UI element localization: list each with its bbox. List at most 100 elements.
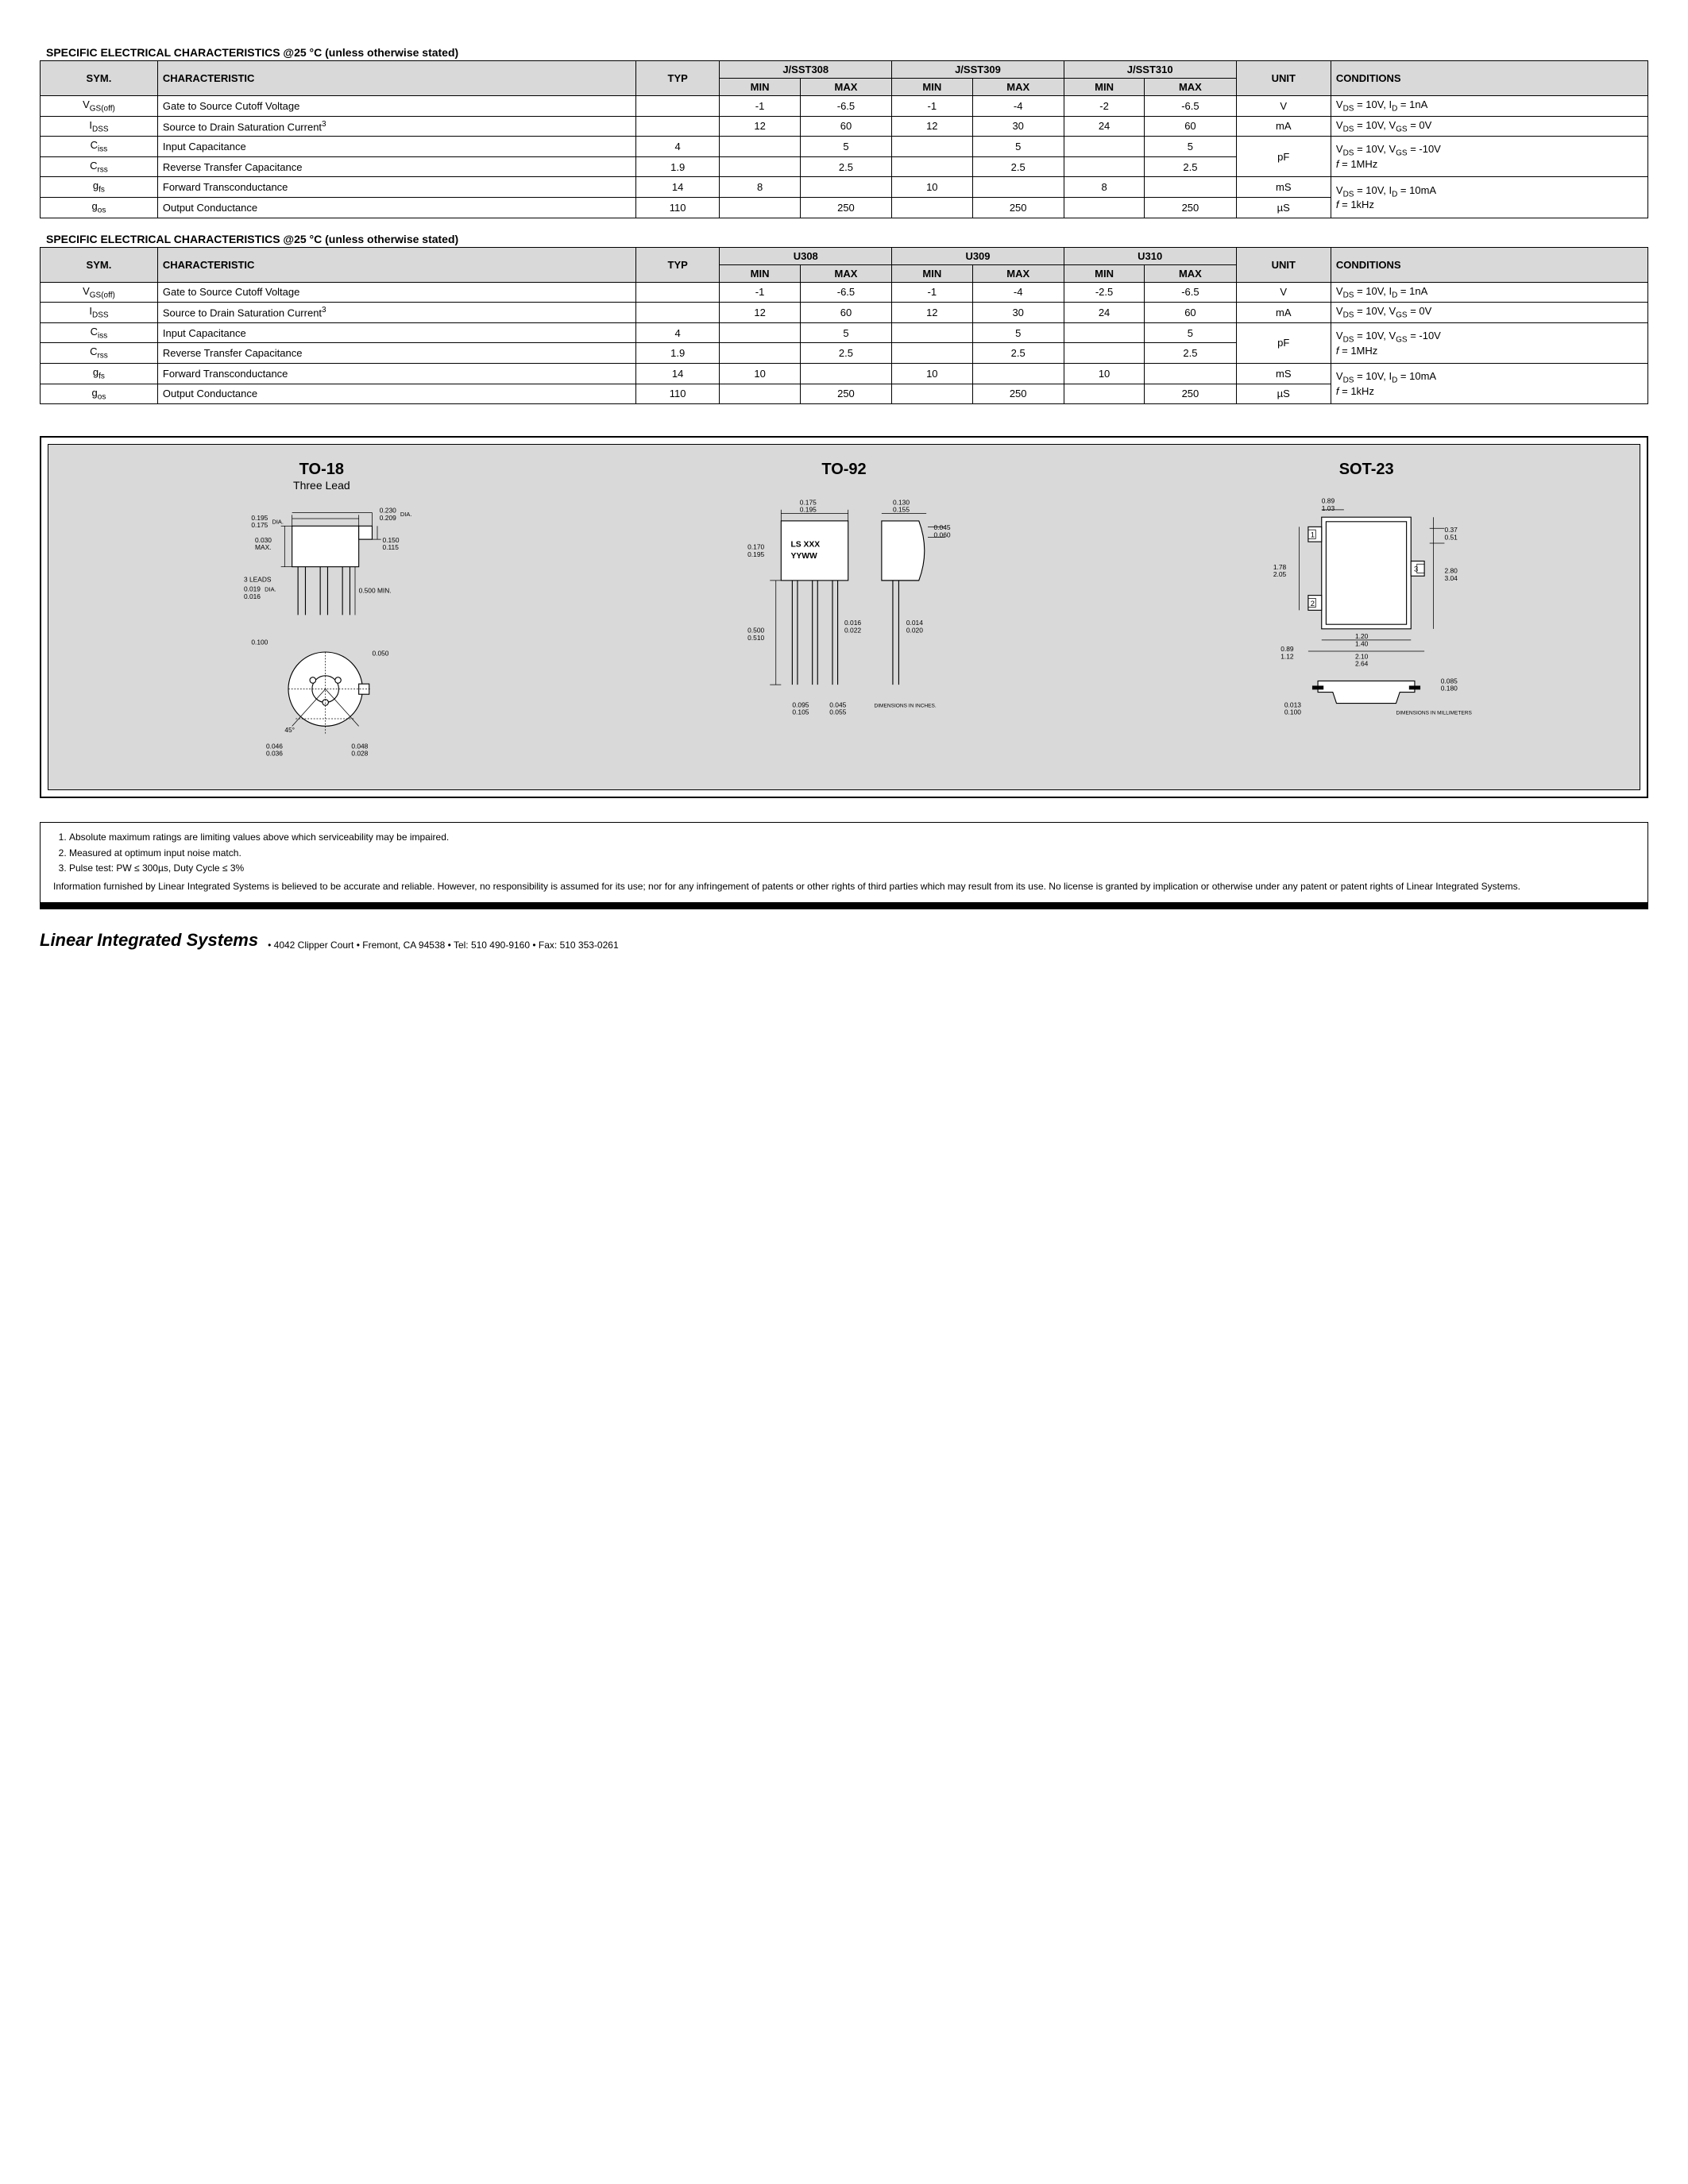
table-row: IDSSSource to Drain Saturation Current31… (41, 116, 1648, 137)
footer-bar (40, 903, 1648, 909)
th-p2: U309 (892, 247, 1064, 264)
svg-text:2.64: 2.64 (1355, 660, 1369, 668)
svg-text:2: 2 (1311, 600, 1315, 608)
th-sym: SYM. (41, 61, 158, 96)
th-max: MAX (800, 79, 891, 96)
svg-text:3: 3 (1414, 565, 1418, 573)
svg-text:0.195: 0.195 (747, 550, 764, 558)
table1-title: SPECIFIC ELECTRICAL CHARACTERISTICS @25 … (46, 46, 1648, 59)
th-min: MIN (720, 79, 800, 96)
th-typ: TYP (635, 247, 719, 282)
table-row: VGS(off)Gate to Source Cutoff Voltage-1-… (41, 282, 1648, 303)
package-inner: TO-18 Three Lead (48, 444, 1640, 790)
table-row: CissInput Capacitance4555pFVDS = 10V, VG… (41, 137, 1648, 157)
svg-text:0.022: 0.022 (844, 627, 861, 635)
company-name: Linear Integrated Systems (40, 930, 258, 951)
svg-text:YYWW: YYWW (790, 552, 817, 561)
th-min: MIN (1064, 79, 1144, 96)
th-typ: TYP (635, 61, 719, 96)
svg-text:1.03: 1.03 (1322, 504, 1335, 512)
th-p2: J/SST309 (892, 61, 1064, 79)
package-outline-box: TO-18 Three Lead (40, 436, 1648, 798)
th-max: MAX (1145, 264, 1236, 282)
svg-text:45°: 45° (284, 726, 295, 734)
table-row: gfsForward Transconductance148108mSVDS =… (41, 177, 1648, 198)
svg-text:1.40: 1.40 (1355, 640, 1369, 648)
svg-text:0.180: 0.180 (1441, 685, 1458, 693)
svg-text:0.105: 0.105 (792, 708, 809, 716)
pkg-sot23: SOT-23 (1109, 461, 1624, 754)
th-unit: UNIT (1236, 247, 1331, 282)
table-row: IDSSSource to Drain Saturation Current31… (41, 303, 1648, 323)
svg-text:0.055: 0.055 (829, 708, 846, 716)
svg-text:0.016: 0.016 (244, 592, 261, 600)
th-p1: U308 (720, 247, 892, 264)
table1: SYM. CHARACTERISTIC TYP J/SST308 J/SST30… (40, 60, 1648, 218)
svg-text:0.209: 0.209 (380, 514, 396, 522)
svg-text:3 LEADS: 3 LEADS (244, 575, 272, 583)
pkg-sot23-title: SOT-23 (1109, 461, 1624, 479)
th-max: MAX (972, 79, 1064, 96)
sot23-drawing: 0.89 1.03 0.37 0.51 1.78 2.05 2.80 3.04 … (1247, 484, 1485, 752)
svg-text:DIMENSIONS IN INCHES.: DIMENSIONS IN INCHES. (874, 703, 936, 708)
svg-text:0.51: 0.51 (1445, 533, 1458, 541)
pkg-to92-title: TO-92 (587, 461, 1102, 479)
th-p1: J/SST308 (720, 61, 892, 79)
table-row: VGS(off)Gate to Source Cutoff Voltage-1-… (41, 96, 1648, 117)
disclaimer: Information furnished by Linear Integrat… (53, 880, 1635, 893)
table2-title: SPECIFIC ELECTRICAL CHARACTERISTICS @25 … (46, 233, 1648, 245)
svg-text:DIA.: DIA. (272, 519, 284, 526)
svg-text:DIA.: DIA. (400, 511, 412, 518)
svg-text:0.100: 0.100 (1284, 708, 1301, 716)
table-row: CissInput Capacitance4555pFVDS = 10V, VG… (41, 322, 1648, 343)
table1-body: VGS(off)Gate to Source Cutoff Voltage-1-… (41, 96, 1648, 218)
svg-text:0.020: 0.020 (906, 627, 922, 635)
svg-text:1: 1 (1311, 531, 1315, 539)
to18-drawing: 0.195 0.175 DIA. 0.230 0.209 DIA. 0.030 … (211, 496, 433, 763)
note-2: Measured at optimum input noise match. (69, 847, 1635, 860)
svg-text:DIA.: DIA. (265, 586, 276, 593)
svg-text:0.155: 0.155 (892, 506, 909, 514)
th-max: MAX (1145, 79, 1236, 96)
th-min: MIN (1064, 264, 1144, 282)
svg-text:0.050: 0.050 (372, 650, 388, 658)
th-max: MAX (972, 264, 1064, 282)
pkg-to18-title: TO-18 (64, 461, 579, 479)
svg-text:LS XXX: LS XXX (790, 541, 820, 550)
svg-text:0.195: 0.195 (799, 506, 816, 514)
svg-text:0.028: 0.028 (351, 750, 368, 758)
svg-text:3.04: 3.04 (1445, 574, 1458, 582)
svg-text:0.036: 0.036 (266, 750, 283, 758)
notes-box: Absolute maximum ratings are limiting va… (40, 822, 1648, 903)
svg-text:0.500 MIN.: 0.500 MIN. (358, 586, 391, 594)
note-1: Absolute maximum ratings are limiting va… (69, 831, 1635, 844)
th-max: MAX (800, 264, 891, 282)
svg-text:0.510: 0.510 (747, 634, 764, 642)
svg-text:2.05: 2.05 (1273, 570, 1287, 578)
th-cond: CONDITIONS (1331, 61, 1647, 96)
svg-text:0.175: 0.175 (251, 521, 268, 529)
svg-text:0.100: 0.100 (251, 639, 268, 646)
th-cond: CONDITIONS (1331, 247, 1647, 282)
to92-drawing: 0.175 0.195 0.130 0.155 0.170 0.195 0.04… (725, 484, 964, 752)
note-3: Pulse test: PW ≤ 300µs, Duty Cycle ≤ 3% (69, 862, 1635, 875)
th-p3: J/SST310 (1064, 61, 1236, 79)
th-sym: SYM. (41, 247, 158, 282)
table2-body: VGS(off)Gate to Source Cutoff Voltage-1-… (41, 282, 1648, 404)
svg-text:0.060: 0.060 (933, 531, 950, 539)
th-unit: UNIT (1236, 61, 1331, 96)
svg-text:MAX.: MAX. (255, 543, 271, 551)
th-min: MIN (892, 264, 972, 282)
table2: SYM. CHARACTERISTIC TYP U308 U309 U310 U… (40, 247, 1648, 405)
th-char: CHARACTERISTIC (157, 61, 635, 96)
th-p3: U310 (1064, 247, 1236, 264)
th-min: MIN (892, 79, 972, 96)
table-row: gfsForward Transconductance14101010mSVDS… (41, 363, 1648, 384)
company-address: • 4042 Clipper Court • Fremont, CA 94538… (268, 940, 619, 951)
pkg-to18-sub: Three Lead (64, 479, 579, 492)
svg-text:DIMENSIONS IN MILLIMETERS: DIMENSIONS IN MILLIMETERS (1396, 711, 1473, 716)
svg-text:1.12: 1.12 (1280, 652, 1294, 660)
pkg-to18: TO-18 Three Lead (64, 461, 579, 766)
svg-text:0.115: 0.115 (382, 543, 399, 551)
footer: Linear Integrated Systems • 4042 Clipper… (40, 903, 1648, 951)
